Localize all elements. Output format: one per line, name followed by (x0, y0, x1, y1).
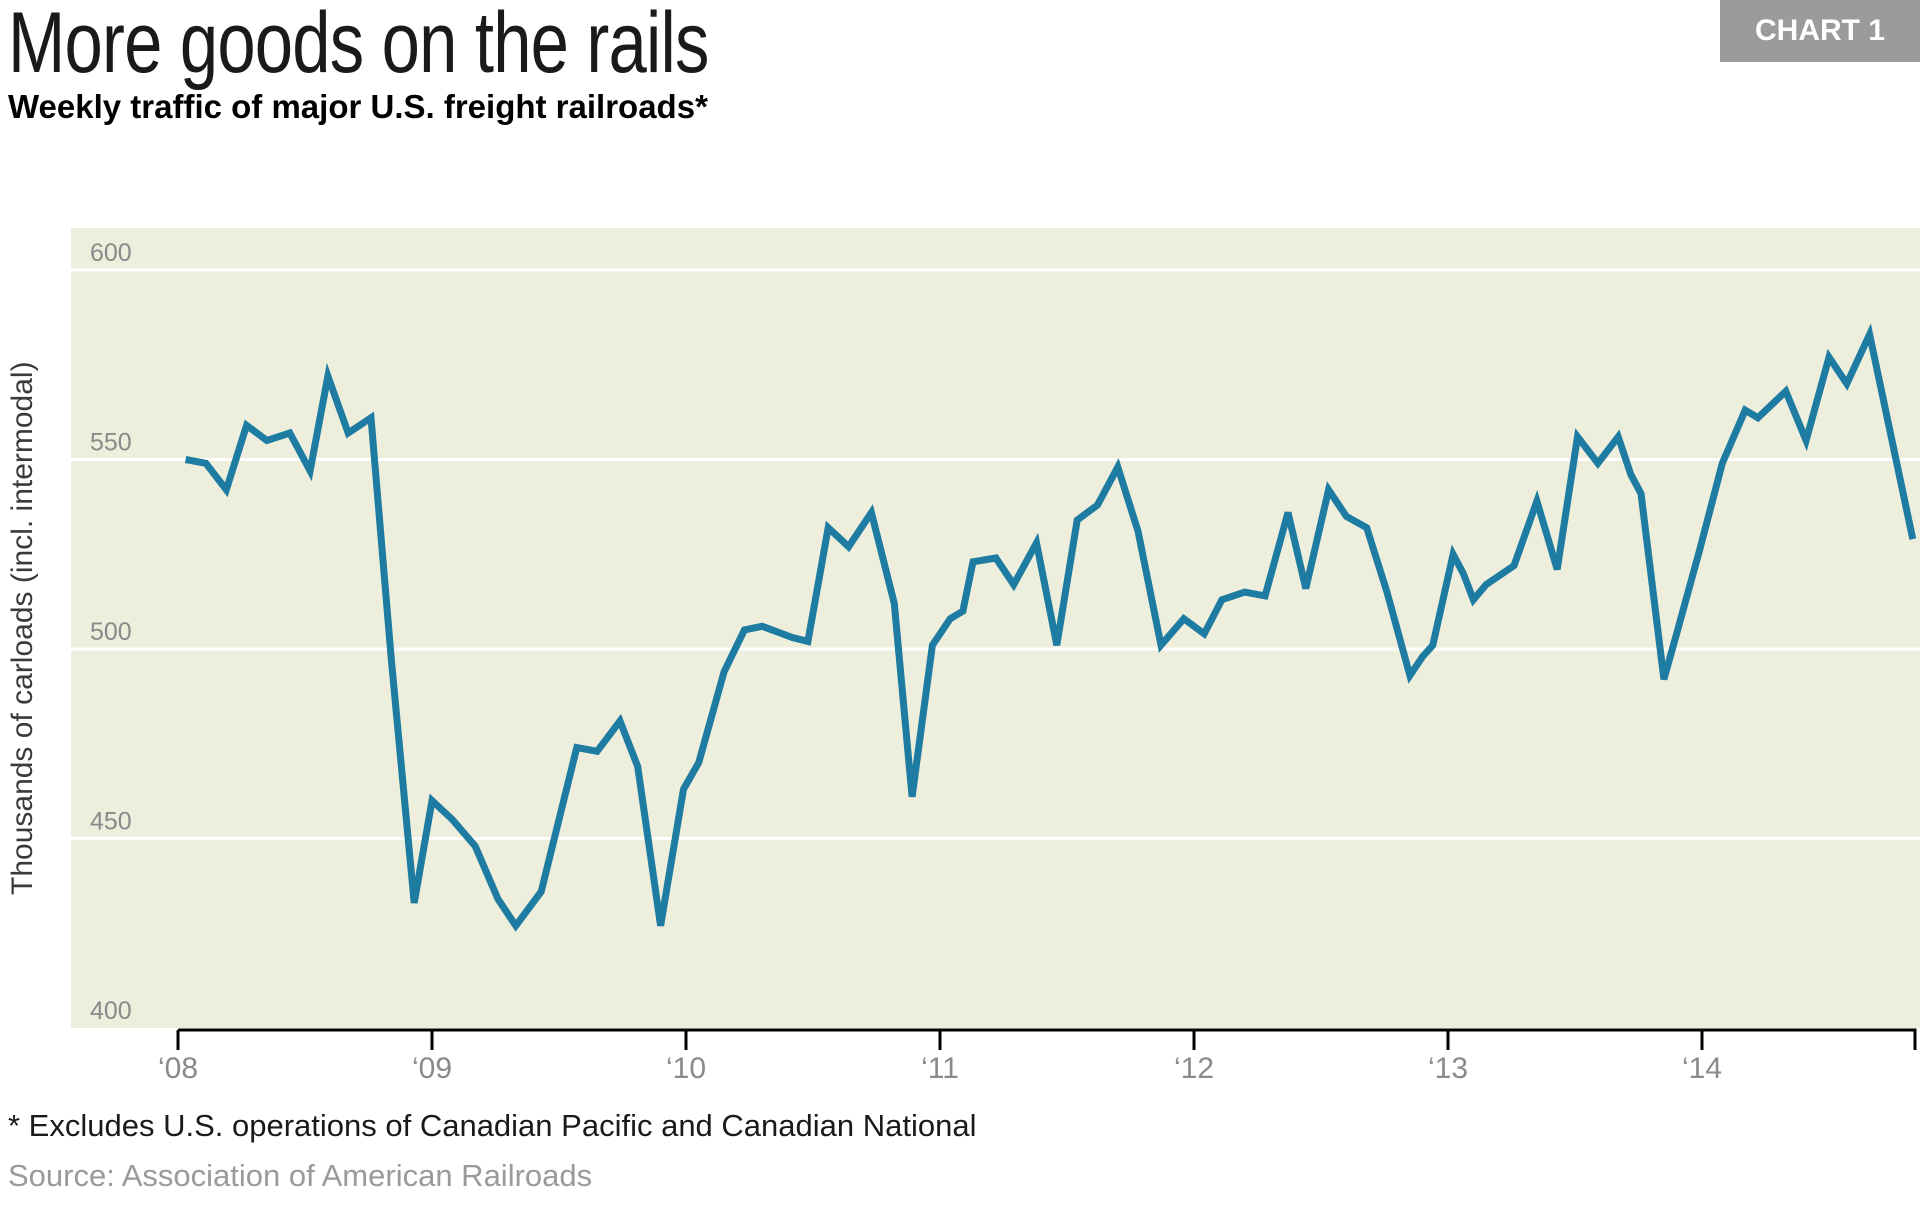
y-tick-label: 400 (90, 997, 132, 1025)
traffic-line (184, 323, 1917, 932)
page-title: More goods on the rails (8, 0, 709, 91)
x-tick-label: ‘10 (666, 1052, 706, 1085)
x-tick-label: ‘09 (412, 1052, 452, 1085)
y-tick-label: 550 (90, 429, 132, 457)
y-tick-label: 600 (90, 239, 132, 267)
chart-number-badge: CHART 1 (1720, 0, 1920, 62)
plot-background (71, 228, 1920, 1028)
x-tick-label: ‘12 (1174, 1052, 1214, 1085)
x-tick-label: ‘13 (1428, 1052, 1468, 1085)
x-tick-label: ‘11 (921, 1052, 959, 1085)
y-tick-label: 450 (90, 808, 132, 836)
source-credit: Source: Association of American Railroad… (8, 1158, 593, 1193)
x-tick-label: ‘14 (1682, 1052, 1722, 1085)
footnote: * Excludes U.S. operations of Canadian P… (8, 1108, 977, 1143)
page-subtitle: Weekly traffic of major U.S. freight rai… (8, 88, 708, 125)
y-tick-label: 500 (90, 618, 132, 646)
x-tick-label: ‘08 (158, 1052, 198, 1085)
